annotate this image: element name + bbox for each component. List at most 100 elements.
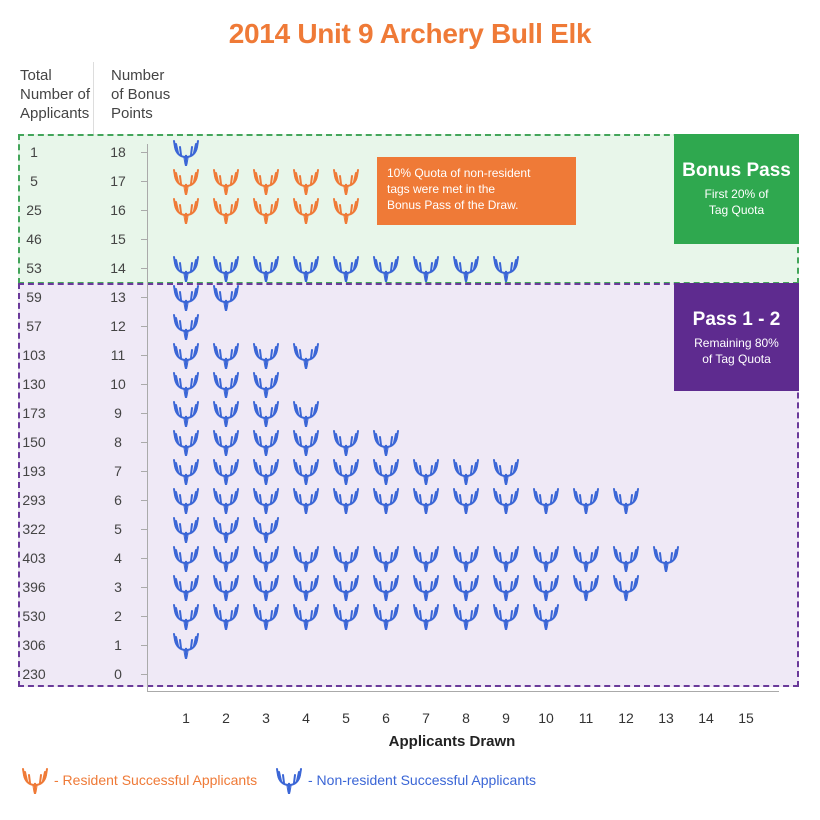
applicants-header-line: Number of <box>20 86 91 103</box>
nonresident-applicant-mark <box>331 486 361 515</box>
nonresident-applicant-mark <box>371 254 401 283</box>
nonresident-applicant-mark <box>291 457 321 486</box>
y-tick-mark <box>141 471 148 472</box>
nonresident-applicant-mark <box>331 544 361 573</box>
resident-applicant-mark <box>171 196 201 225</box>
nonresident-applicant-mark <box>211 283 241 312</box>
nonresident-applicant-mark <box>291 486 321 515</box>
x-tick-label: 11 <box>578 710 594 726</box>
quota-note-line: Bonus Pass of the Draw. <box>387 198 519 212</box>
nonresident-applicant-mark <box>491 544 521 573</box>
nonresident-applicant-mark <box>531 544 561 573</box>
nonresident-applicant-mark <box>451 573 481 602</box>
nonresident-applicant-mark <box>211 341 241 370</box>
x-tick-label: 5 <box>342 710 350 726</box>
nonresident-applicant-mark <box>251 573 281 602</box>
points-header-line: of Bonus <box>111 86 171 103</box>
nonresident-applicant-mark <box>451 544 481 573</box>
y-tick-mark <box>141 413 148 414</box>
nonresident-applicant-mark <box>571 486 601 515</box>
nonresident-applicant-mark <box>411 457 441 486</box>
resident-applicant-mark <box>331 167 361 196</box>
nonresident-applicant-mark <box>171 486 201 515</box>
x-tick-label: 7 <box>422 710 430 726</box>
nonresident-applicant-mark <box>411 602 441 631</box>
bonus-pass-title: Bonus Pass <box>682 160 791 181</box>
x-tick-label: 12 <box>618 710 634 726</box>
nonresident-applicant-mark <box>251 486 281 515</box>
nonresident-applicant-mark <box>531 602 561 631</box>
pass-1-2-label: Pass 1 - 2 Remaining 80% of Tag Quota <box>674 283 799 391</box>
x-tick-label: 13 <box>658 710 674 726</box>
nonresident-applicant-mark <box>491 573 521 602</box>
nonresident-applicant-mark <box>371 573 401 602</box>
pass-1-2-zone <box>18 283 799 687</box>
nonresident-applicant-mark <box>291 544 321 573</box>
nonresident-applicant-mark <box>171 283 201 312</box>
nonresident-applicant-mark <box>411 573 441 602</box>
nonresident-applicant-mark <box>331 602 361 631</box>
nonresident-applicant-mark <box>171 515 201 544</box>
bonus-pass-subtitle: Tag Quota <box>708 203 765 217</box>
resident-applicant-mark <box>251 167 281 196</box>
nonresident-applicant-mark <box>491 486 521 515</box>
nonresident-applicant-mark <box>171 544 201 573</box>
nonresident-applicant-mark <box>531 573 561 602</box>
nonresident-applicant-mark <box>211 544 241 573</box>
y-tick-mark <box>141 442 148 443</box>
nonresident-applicant-mark <box>171 457 201 486</box>
nonresident-applicant-mark <box>251 544 281 573</box>
x-tick-label: 3 <box>262 710 270 726</box>
nonresident-applicant-mark <box>331 573 361 602</box>
nonresident-applicant-mark <box>291 602 321 631</box>
x-tick-label: 2 <box>222 710 230 726</box>
nonresident-applicant-mark <box>211 602 241 631</box>
y-tick-mark <box>141 500 148 501</box>
nonresident-applicant-mark <box>491 254 521 283</box>
resident-applicant-mark <box>171 167 201 196</box>
pass-1-2-subtitle: of Tag Quota <box>702 352 771 366</box>
nonresident-applicant-mark <box>331 457 361 486</box>
nonresident-applicant-mark <box>171 602 201 631</box>
y-tick-mark <box>141 210 148 211</box>
x-tick-label: 1 <box>182 710 190 726</box>
nonresident-applicant-mark <box>291 428 321 457</box>
nonresident-applicant-mark <box>251 602 281 631</box>
quota-note-line: 10% Quota of non-resident <box>387 166 531 180</box>
nonresident-applicant-mark <box>451 486 481 515</box>
x-axis-label: Applicants Drawn <box>388 733 516 750</box>
y-tick-mark <box>141 384 148 385</box>
y-tick-mark <box>141 326 148 327</box>
bonus-pass-subtitle: First 20% of <box>704 187 769 201</box>
nonresident-applicant-mark <box>371 457 401 486</box>
nonresident-applicant-mark <box>411 486 441 515</box>
resident-applicant-mark <box>251 196 281 225</box>
nonresident-applicant-mark <box>611 486 641 515</box>
applicants-header-line: Total <box>20 67 52 84</box>
y-tick-mark <box>141 587 148 588</box>
nonresident-applicant-mark <box>211 515 241 544</box>
y-tick-mark <box>141 355 148 356</box>
elk-antler-icon <box>276 768 302 794</box>
legend-nonresident-label: - Non-resident Successful Applicants <box>308 772 536 788</box>
applicants-column-header: Total Number of Applicants <box>20 66 90 123</box>
y-tick-mark <box>141 645 148 646</box>
nonresident-applicant-mark <box>211 573 241 602</box>
nonresident-applicant-mark <box>571 544 601 573</box>
nonresident-applicant-mark <box>171 428 201 457</box>
nonresident-applicant-mark <box>291 573 321 602</box>
nonresident-applicant-mark <box>171 573 201 602</box>
points-header-line: Points <box>111 105 153 122</box>
resident-applicant-mark <box>291 196 321 225</box>
y-tick-mark <box>141 529 148 530</box>
nonresident-applicant-mark <box>451 254 481 283</box>
nonresident-applicant-mark <box>171 370 201 399</box>
resident-applicant-mark <box>211 196 241 225</box>
legend-resident-label: - Resident Successful Applicants <box>54 772 258 788</box>
nonresident-applicant-mark <box>251 428 281 457</box>
nonresident-applicant-mark <box>611 544 641 573</box>
nonresident-applicant-mark <box>411 254 441 283</box>
nonresident-applicant-mark <box>291 399 321 428</box>
nonresident-applicant-mark <box>171 312 201 341</box>
y-tick-mark <box>141 674 148 675</box>
